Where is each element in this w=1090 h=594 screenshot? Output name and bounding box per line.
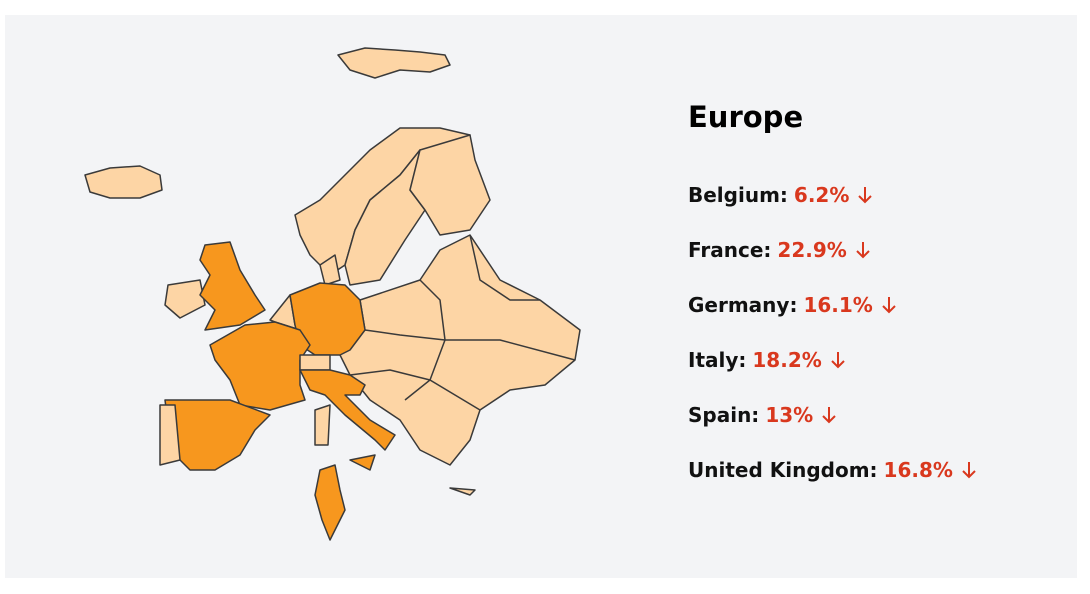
europe-map	[84, 47, 581, 541]
down-arrow	[831, 351, 845, 368]
list-item: France: 22.9%	[688, 222, 977, 277]
change-value: 16.1%	[803, 292, 873, 317]
panel: Europe Belgium: 6.2% France: 22.9% Germany: 1…	[5, 15, 1077, 578]
down-arrow	[856, 241, 870, 258]
country: United Kingdom:	[688, 457, 878, 482]
country: France:	[688, 237, 772, 262]
change-value: 6.2%	[793, 182, 850, 207]
list-item: Germany: 16.1%	[688, 277, 977, 332]
down-arrow	[858, 186, 873, 203]
country: Belgium:	[688, 182, 788, 207]
list-item: Belgium: 6.2%	[688, 167, 977, 222]
change-value: 18.2%	[752, 347, 822, 372]
down-arrow	[962, 461, 976, 478]
list: Belgium: 6.2% France: 22.9% Germany: 16.1% Ita…	[688, 167, 977, 497]
list-item: United Kingdom: 16.8%	[688, 442, 977, 497]
list-item: Italy: 18.2%	[688, 332, 977, 387]
change-value: 22.9%	[777, 237, 847, 262]
change-value: 16.8%	[883, 457, 953, 482]
legend: Europe Belgium: 6.2% France: 22.9% Germany: 1…	[688, 97, 977, 497]
country: Italy:	[688, 347, 747, 372]
country: Germany:	[688, 292, 798, 317]
title: Europe	[688, 100, 804, 134]
country: Spain:	[688, 402, 760, 427]
list-item: Spain: 13%	[688, 387, 977, 442]
down-arrow	[882, 296, 896, 313]
change-value: 13%	[765, 402, 814, 427]
down-arrow	[822, 406, 836, 423]
